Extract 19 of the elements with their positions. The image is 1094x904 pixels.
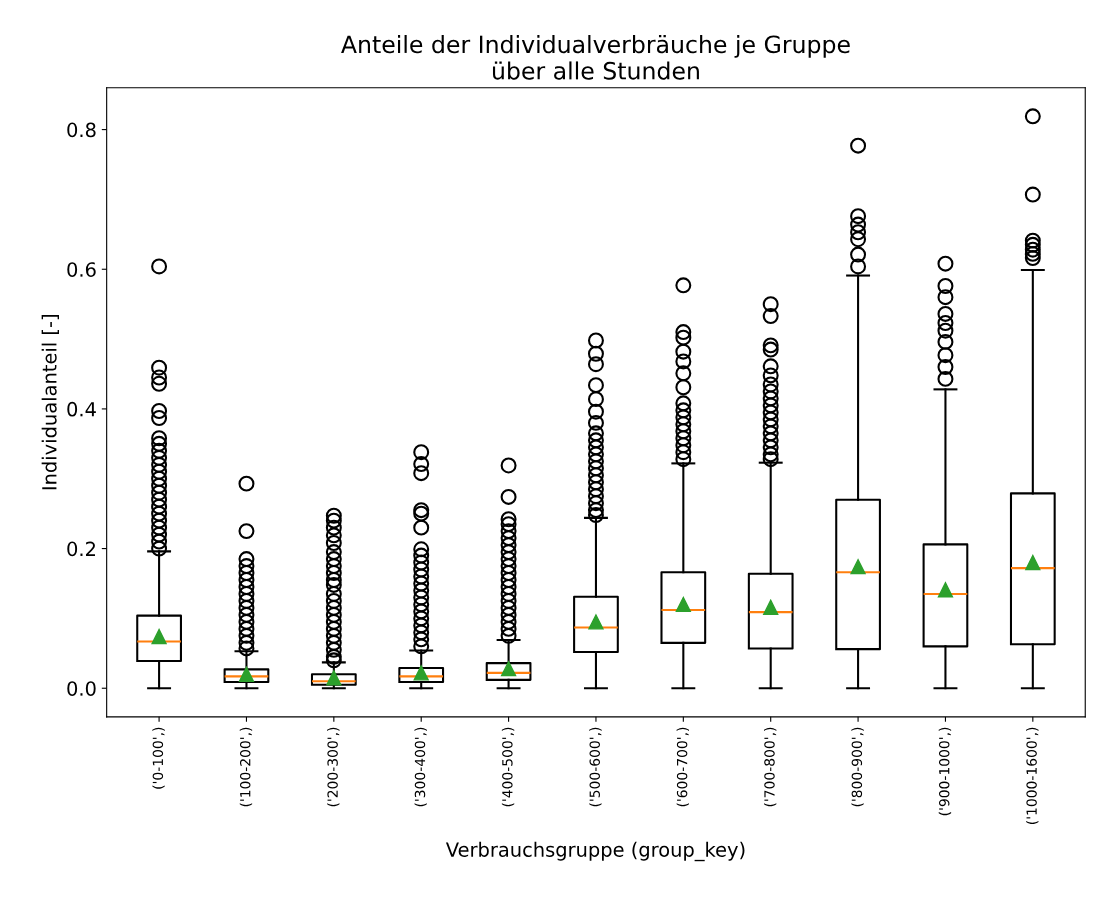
x-tick-label: ('200-300',) — [327, 727, 340, 807]
y-tick-label: 0.4 — [67, 401, 96, 417]
y-tick-label: 0.0 — [67, 681, 96, 696]
x-axis-title: Verbrauchsgruppe (group_key) — [445, 841, 745, 862]
x-tick-label: ('1000-1600',) — [1026, 727, 1039, 824]
x-tick-label: ('700-800',) — [764, 727, 777, 807]
x-tick-label: ('100-200',) — [239, 727, 253, 807]
y-tick-label: 0.8 — [67, 122, 96, 138]
y-axis-title: Individualanteil [-] — [41, 315, 59, 490]
x-tick-label: ('0-100',) — [152, 727, 165, 789]
x-tick-label: ('900-1000',) — [938, 727, 952, 816]
x-tick-label: ('500-600',) — [589, 727, 602, 807]
y-tick-label: 0.6 — [67, 262, 96, 277]
y-tick-label: 0.2 — [67, 541, 95, 557]
x-tick-label: ('300-400',) — [414, 727, 427, 807]
x-tick-label: ('600-700',) — [676, 727, 689, 807]
chart-title: Anteile der Individualverbräuche je Gruppe über alle Stunden — [341, 34, 850, 80]
x-tick-label: ('400-500',) — [501, 727, 515, 807]
x-tick-label: ('800-900',) — [851, 727, 864, 807]
